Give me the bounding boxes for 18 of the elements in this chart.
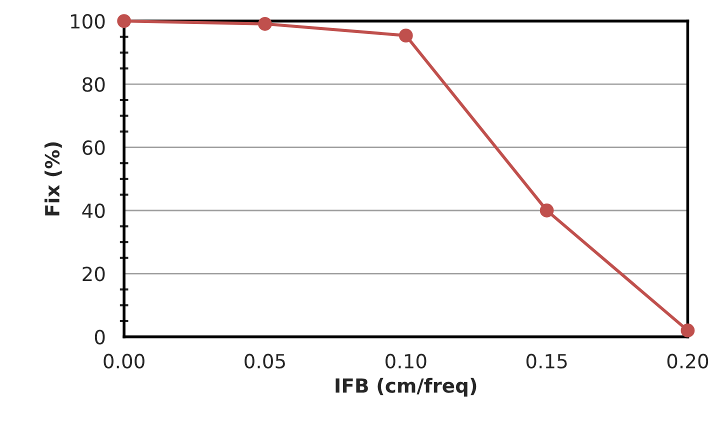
point — [258, 16, 272, 31]
x-axis-title: IFB (cm/freq) — [336, 378, 476, 397]
x-tick-label: 0.00 — [104, 354, 144, 369]
y-tick-label: 20 — [82, 266, 105, 282]
x-tick-label: 0.15 — [526, 354, 567, 369]
y-axis-title: Fix (%) — [44, 142, 62, 216]
point — [540, 204, 554, 218]
point — [398, 28, 413, 43]
y-tick-label: 60 — [82, 140, 105, 156]
y-tick-label: 80 — [82, 77, 105, 92]
y-tick-label: 0 — [94, 330, 105, 344]
x-tick-label: 0.10 — [386, 354, 426, 369]
y-tick-label: 100 — [71, 14, 105, 29]
point — [680, 324, 695, 338]
point — [117, 14, 132, 28]
y-tick-label: 40 — [82, 203, 105, 218]
x-tick-label: 0.05 — [244, 354, 285, 369]
x-tick-label: 0.20 — [667, 354, 708, 369]
